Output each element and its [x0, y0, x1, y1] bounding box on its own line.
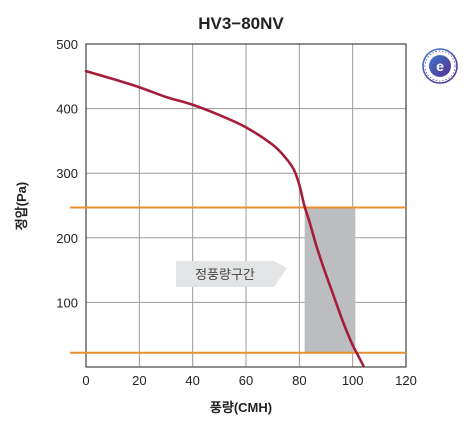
x-tick-labels: 0 20 40 60 80 100 120 — [82, 373, 416, 388]
y-tick-labels: 100 200 300 400 500 — [56, 37, 78, 310]
svg-text:e: e — [436, 58, 444, 74]
annotation-label: 정풍량구간 — [195, 267, 255, 282]
y-tick-label: 500 — [56, 37, 78, 52]
x-tick-label: 60 — [239, 373, 253, 388]
x-tick-label: 0 — [82, 373, 89, 388]
annotation-callout: 정풍량구간 — [176, 261, 287, 287]
quality-certification-seal-icon: e — [423, 49, 457, 83]
chart-title: HV3−80NV — [198, 14, 284, 33]
x-tick-label: 40 — [185, 373, 199, 388]
x-tick-label: 100 — [342, 373, 364, 388]
x-tick-label: 20 — [132, 373, 146, 388]
y-tick-label: 300 — [56, 166, 78, 181]
grid — [86, 44, 406, 367]
y-tick-label: 100 — [56, 295, 78, 310]
y-axis-label: 정압(Pa) — [14, 182, 29, 230]
y-tick-label: 400 — [56, 102, 78, 117]
x-tick-label: 80 — [292, 373, 306, 388]
y-tick-label: 200 — [56, 231, 78, 246]
x-tick-label: 120 — [395, 373, 417, 388]
x-axis-label: 풍량(CMH) — [210, 400, 272, 415]
